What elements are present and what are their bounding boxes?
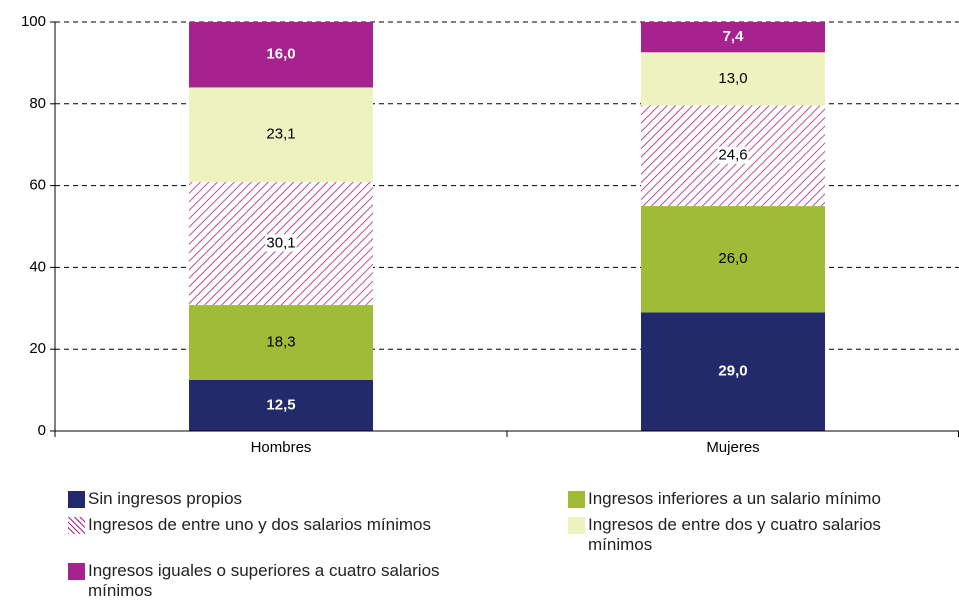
value-label: 12,5 [266,396,295,413]
y-tick-label: 20 [29,340,46,357]
legend-label: Ingresos iguales o superiores a cuatro s… [88,561,440,600]
legend-item: Ingresos de entre dos y cuatro salarios … [568,515,958,555]
y-tick-label: 60 [29,177,46,194]
label-bg [717,146,749,164]
bar-segment [189,379,373,431]
value-label: 30,1 [266,234,295,251]
bar-segment [189,87,373,182]
legend-label: Sin ingresos propios [88,489,243,508]
y-tick-label: 80 [29,95,46,112]
legend-swatch [68,517,85,534]
value-label: 29,0 [718,363,747,380]
bar-segment [641,312,825,431]
value-label: 24,6 [718,147,747,164]
y-tick-label: 100 [21,13,46,30]
value-label: 7,4 [723,28,745,45]
bar-segment [641,206,825,313]
x-tick-label: Mujeres [706,439,759,456]
value-label: 13,0 [718,70,747,87]
legend-label: Ingresos de entre dos y cuatro salarios … [588,515,881,554]
y-tick-label: 40 [29,258,46,275]
label-bg [265,234,297,252]
legend-swatch [568,517,585,534]
legend-swatch [68,491,85,508]
legend-item: Sin ingresos propios [68,489,568,509]
bar-segment [189,305,373,380]
value-label: 26,0 [718,250,747,267]
bar-segment [641,52,825,106]
value-label: 18,3 [266,333,295,350]
legend-item: Ingresos inferiores a un salario mínimo [568,489,958,509]
value-label: 23,1 [266,126,295,143]
legend-label: Ingresos de entre uno y dos salarios mín… [88,515,432,534]
bar-segment [641,22,825,53]
legend-label: Ingresos inferiores a un salario mínimo [588,489,881,508]
chart: 0 20 40 60 80 100 Hombres 12,5 18,3 30,1 23,1 16,0 M… [21,13,959,456]
legend-swatch [568,491,585,508]
legend-item: Ingresos de entre uno y dos salarios mín… [68,515,568,555]
legend: Sin ingresos propios Ingresos inferiores … [68,489,958,601]
y-tick-label: 0 [38,422,46,439]
value-label: 16,0 [266,46,295,63]
legend-swatch [68,563,85,580]
x-tick-label: Hombres [251,439,312,456]
legend-item: Ingresos iguales o superiores a cuatro s… [68,561,568,601]
bar-segment [189,22,373,88]
